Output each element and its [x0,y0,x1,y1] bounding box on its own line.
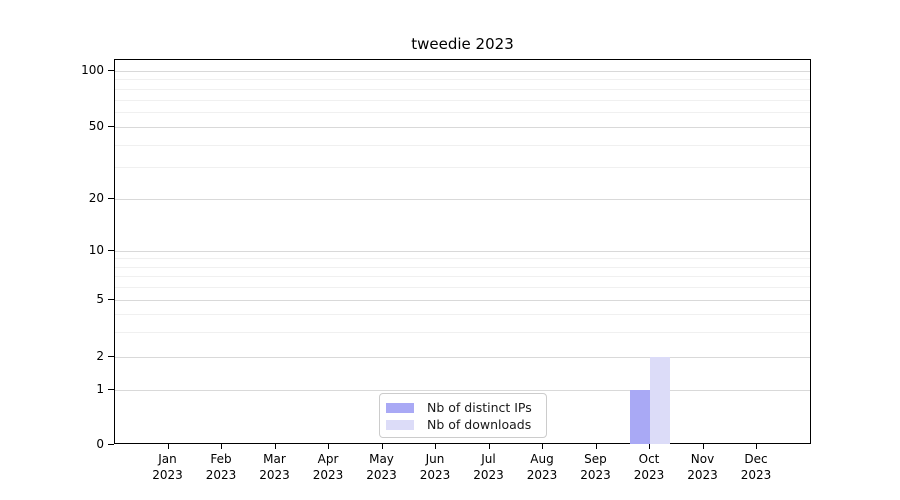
y-tick-5 [108,299,114,300]
gridline-major-5 [115,300,810,301]
gridline-minor-3 [115,332,810,333]
chart-title: tweedie 2023 [411,35,514,53]
x-tick-may-2023 [381,444,383,449]
x-tick-label-nov-2023: Nov 2023 [687,452,718,482]
legend-label-distinct-ips: Nb of distinct IPs [427,400,532,415]
x-tick-jan-2023 [167,444,169,449]
y-tick-2 [108,356,114,357]
legend-label-downloads: Nb of downloads [427,417,532,432]
y-tick-label-50: 50 [88,119,104,133]
gridline-major-2 [115,357,810,358]
x-tick-label-jan-2023: Jan 2023 [152,452,183,482]
legend-row-downloads: Nb of downloads [386,417,538,432]
x-tick-label-sep-2023: Sep 2023 [580,452,611,482]
gridline-major-1 [115,390,810,391]
bar-nb-of-distinct-ips-oct-2023 [630,390,650,444]
gridline-minor-30 [115,167,810,168]
x-tick-feb-2023 [221,444,222,449]
x-tick-apr-2023 [328,444,329,449]
gridline-major-100 [115,71,810,72]
y-tick-label-100: 100 [81,63,104,77]
gridline-major-50 [115,127,810,128]
gridline-minor-90 [115,79,810,80]
x-tick-label-dec-2023: Dec 2023 [740,452,772,482]
x-tick-label-jul-2023: Jul 2023 [473,452,504,482]
y-tick-20 [108,198,114,199]
y-tick-0 [108,444,114,445]
x-tick-label-jun-2023: Jun 2023 [419,452,451,482]
legend-swatch-distinct-ips [386,402,414,413]
y-tick-100 [108,70,114,71]
x-tick-label-aug-2023: Aug 2023 [526,452,558,482]
x-tick-label-mar-2023: Mar 2023 [259,452,290,482]
x-tick-label-may-2023: May 2023 [366,452,397,482]
legend: Nb of distinct IPs Nb of downloads [379,393,547,438]
gridline-minor-8 [115,267,810,268]
gridline-major-20 [115,199,810,200]
gridline-minor-7 [115,276,810,277]
y-tick-label-10: 10 [88,243,104,257]
x-tick-mar-2023 [274,444,276,449]
y-tick-label-2: 2 [96,349,104,363]
x-tick-oct-2023 [649,444,650,449]
y-tick-1 [108,389,114,390]
gridline-minor-70 [115,100,810,101]
gridline-minor-80 [115,89,810,90]
y-tick-10 [108,250,114,251]
gridline-major-10 [115,251,810,252]
x-tick-label-oct-2023: Oct 2023 [633,452,665,482]
legend-row-distinct-ips: Nb of distinct IPs [386,400,538,415]
y-tick-50 [108,126,114,127]
gridline-minor-60 [115,112,810,113]
gridline-minor-40 [115,145,810,146]
gridline-minor-9 [115,258,810,259]
x-tick-sep-2023 [595,444,597,449]
legend-swatch-downloads [386,419,414,430]
bar-nb-of-downloads-oct-2023 [650,357,670,444]
x-tick-dec-2023 [756,444,757,449]
gridline-minor-4 [115,314,810,315]
y-tick-label-5: 5 [96,292,104,306]
x-tick-label-apr-2023: Apr 2023 [312,452,344,482]
gridline-minor-6 [115,287,810,288]
x-tick-nov-2023 [702,444,704,449]
y-tick-label-0: 0 [96,437,104,451]
x-tick-aug-2023 [542,444,543,449]
x-tick-jul-2023 [488,444,490,449]
plot-area: Nb of distinct IPs Nb of downloads [114,59,811,444]
y-tick-label-1: 1 [96,382,104,396]
y-tick-label-20: 20 [88,191,104,205]
x-tick-jun-2023 [435,444,436,449]
x-tick-label-feb-2023: Feb 2023 [205,452,237,482]
